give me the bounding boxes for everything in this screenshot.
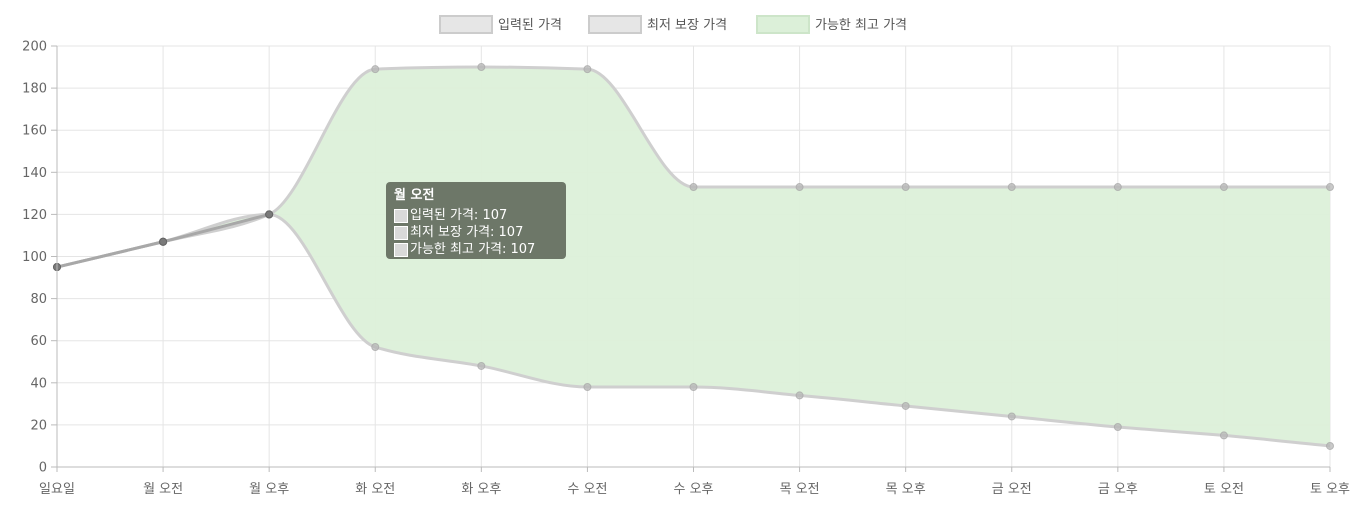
data-point bbox=[795, 183, 804, 192]
data-point bbox=[795, 391, 804, 400]
tooltip-swatch bbox=[394, 208, 408, 223]
data-point bbox=[1326, 441, 1334, 450]
legend-swatch[interactable] bbox=[439, 15, 493, 34]
x-tick-label: 화 오후 bbox=[461, 482, 501, 497]
y-tick-label: 40 bbox=[30, 376, 47, 391]
legend-label[interactable]: 입력된 가격 bbox=[498, 18, 562, 33]
tooltip-row: 입력된 가격: 107 bbox=[394, 207, 558, 224]
data-point bbox=[1219, 183, 1228, 192]
data-point bbox=[689, 183, 698, 192]
y-tick-label: 160 bbox=[22, 124, 47, 139]
x-tick-label: 수 오후 bbox=[673, 482, 713, 497]
data-point bbox=[1113, 423, 1122, 432]
data-point bbox=[159, 237, 168, 246]
y-tick-label: 80 bbox=[30, 292, 47, 307]
legend-swatch[interactable] bbox=[588, 15, 642, 34]
data-point bbox=[1326, 183, 1334, 192]
data-point bbox=[583, 65, 592, 74]
tooltip-title: 월 오전 bbox=[394, 188, 435, 203]
tooltip-line-max: 가능한 최고 가격: 107 bbox=[410, 242, 536, 257]
x-tick-label: 화 오전 bbox=[355, 482, 395, 497]
y-tick-label: 0 bbox=[39, 461, 47, 476]
y-tick-label: 180 bbox=[22, 82, 47, 97]
y-tick-label: 140 bbox=[22, 166, 47, 181]
x-tick-label: 월 오전 bbox=[143, 482, 183, 497]
range-area bbox=[57, 67, 1330, 446]
x-tick-label: 목 오전 bbox=[780, 482, 820, 497]
y-tick-label: 200 bbox=[22, 40, 47, 55]
data-point bbox=[901, 183, 910, 192]
y-tick-label: 20 bbox=[30, 418, 47, 433]
series-areas bbox=[57, 67, 1330, 446]
data-point bbox=[371, 65, 380, 74]
x-tick-label: 일요일 bbox=[39, 482, 75, 497]
x-tick-label: 월 오후 bbox=[249, 482, 289, 497]
data-point bbox=[477, 63, 486, 72]
chart-tooltip: 월 오전 입력된 가격: 107 최저 보장 가격: 107 가능한 최고 가격… bbox=[386, 182, 566, 259]
data-points bbox=[53, 63, 1334, 450]
data-point bbox=[583, 383, 592, 392]
y-tick-label: 60 bbox=[30, 334, 47, 349]
data-point bbox=[689, 383, 698, 392]
legend-swatch[interactable] bbox=[756, 15, 810, 34]
data-point bbox=[477, 361, 486, 370]
x-tick-label: 수 오전 bbox=[567, 482, 607, 497]
x-tick-label: 토 오전 bbox=[1204, 482, 1244, 497]
x-tick-label: 목 오후 bbox=[886, 482, 926, 497]
data-point bbox=[1113, 183, 1122, 192]
x-tick-label: 금 오전 bbox=[992, 482, 1032, 497]
tooltip-swatch bbox=[394, 242, 408, 257]
data-point bbox=[265, 210, 274, 219]
data-point bbox=[1007, 412, 1016, 421]
data-point bbox=[1219, 431, 1228, 440]
legend-label[interactable]: 가능한 최고 가격 bbox=[815, 18, 907, 33]
data-point bbox=[371, 343, 380, 352]
x-tick-label: 금 오후 bbox=[1098, 482, 1138, 497]
x-tick-label: 토 오후 bbox=[1310, 482, 1350, 497]
legend-label[interactable]: 최저 보장 가격 bbox=[647, 18, 727, 33]
tooltip-swatch bbox=[394, 225, 408, 240]
data-point bbox=[1007, 183, 1016, 192]
tooltip-line-entered: 입력된 가격: 107 bbox=[410, 208, 508, 223]
y-tick-label: 100 bbox=[22, 250, 47, 265]
data-point bbox=[901, 401, 910, 410]
legend[interactable]: 입력된 가격 최저 보장 가격 가능한 최고 가격 bbox=[439, 15, 907, 34]
tooltip-line-min: 최저 보장 가격: 107 bbox=[410, 225, 524, 240]
y-tick-label: 120 bbox=[22, 208, 47, 223]
tooltip-row: 가능한 최고 가격: 107 bbox=[394, 241, 558, 258]
tooltip-row: 최저 보장 가격: 107 bbox=[394, 224, 558, 241]
